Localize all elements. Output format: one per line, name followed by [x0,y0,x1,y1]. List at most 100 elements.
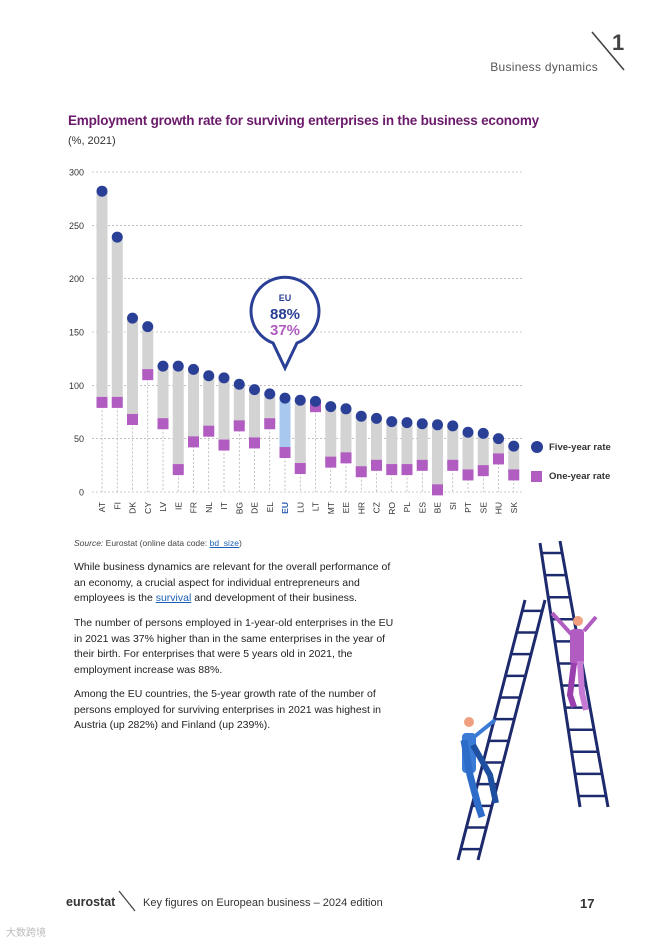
climber-blue-icon [460,717,499,819]
one-year-marker [157,418,169,430]
five-year-marker [401,417,413,429]
five-year-marker [432,419,443,431]
callout-one-year-value: 37% [270,322,300,339]
x-tick-label: SE [478,502,488,514]
x-tick-label: EE [341,502,351,514]
range-bar [157,366,169,424]
watermark: 大数跨境 [6,928,46,939]
x-tick-label: ES [417,502,427,514]
label-layer: 0 50 100 150 200 250 300 AT FI DK CY LV IE FR NL IT BG DE… [69,168,519,515]
five-year-marker [310,395,321,407]
range-bar [371,418,382,466]
five-year-marker [264,388,276,400]
range-bar [111,237,123,403]
footer-slash-icon [118,890,136,912]
source-text: Eurostat (online data code: [103,538,210,548]
one-year-marker [355,466,367,478]
five-year-marker [462,426,474,438]
one-year-marker [233,420,245,432]
five-year-marker [371,412,382,424]
one-year-marker [493,453,504,465]
x-tick-label: CZ [372,502,382,513]
range-bar [508,446,520,475]
survival-link[interactable]: survival [155,592,192,604]
x-tick-label: AT [97,502,107,512]
range-bar [127,318,138,420]
range-bar [386,421,398,470]
paragraph-1-b: and development of their business. [191,592,358,604]
callout-bubble [249,275,321,372]
y-tick-label: 250 [69,221,84,231]
five-year-marker [249,384,260,396]
bar-layer [96,191,520,490]
one-year-marker [172,464,184,476]
grid-layer [92,171,522,493]
source-suffix: ) [238,538,242,548]
x-tick-label: IE [173,502,183,510]
five-year-marker [127,312,138,324]
x-tick-label: PT [463,502,473,513]
range-bar [188,369,199,442]
one-year-marker [142,369,154,381]
x-tick-label: HR [356,502,366,514]
x-tick-label: DK [128,502,138,514]
range-bar [325,406,337,463]
range-bar [462,432,474,475]
x-tick-label: FI [112,502,122,510]
one-year-marker [508,469,520,481]
one-year-marker [127,413,138,425]
five-year-marker [508,440,520,452]
one-year-marker [264,418,276,430]
five-year-marker [279,392,291,404]
paragraph-3: Among the EU countries, the 5-year growt… [74,688,381,731]
x-tick-label: BE [433,502,443,514]
source-prefix: Source: [74,538,104,548]
legend: Five-year rate One-year rate [531,441,611,482]
legend-five-year-marker [531,441,543,453]
x-tick-label: SI [448,502,458,510]
range-bar [249,389,260,443]
five-year-marker [157,360,169,372]
left-ladder [456,599,547,861]
five-year-marker [233,378,245,390]
chart-title: Employment growth rate for surviving ent… [68,113,539,128]
source-link[interactable]: bd_size [209,538,239,548]
one-year-marker [188,436,199,448]
range-bar [432,424,443,490]
one-year-marker [218,439,230,451]
ladder-illustration [456,540,610,861]
range-bar [477,433,489,471]
paragraph-1-a: While business dynamics are relevant for… [74,561,391,604]
five-year-marker [142,321,154,333]
one-year-marker [325,456,337,468]
five-year-marker [96,185,108,197]
five-year-marker [493,433,504,445]
x-tick-label: DE [250,502,260,514]
five-year-marker [325,401,337,413]
range-bar [233,384,245,426]
range-bar [264,393,276,424]
x-tick-label: EU [280,502,290,514]
source-note: Source: Eurostat (online data code: bd_s… [74,538,242,548]
range-bar [279,398,291,453]
range-bar [96,191,108,403]
x-tick-label: LU [295,502,305,513]
one-year-marker [462,469,474,481]
range-bar [447,425,459,466]
range-bar [401,422,413,470]
one-year-marker [432,484,443,496]
x-tick-label: IT [219,502,229,510]
y-tick-label: 0 [79,488,84,498]
range-bar [493,438,504,459]
legend-one-year-label: One-year rate [549,471,610,482]
range-bar [142,326,154,375]
x-tick-label: NL [204,502,214,513]
slash-decoration-icon [591,31,625,71]
range-bar [294,400,306,469]
climber-purple-icon [550,611,598,711]
one-year-marker [386,464,398,476]
five-year-marker [386,416,398,428]
five-year-marker [294,394,306,406]
one-year-marker [203,425,215,437]
five-year-marker [218,372,230,384]
